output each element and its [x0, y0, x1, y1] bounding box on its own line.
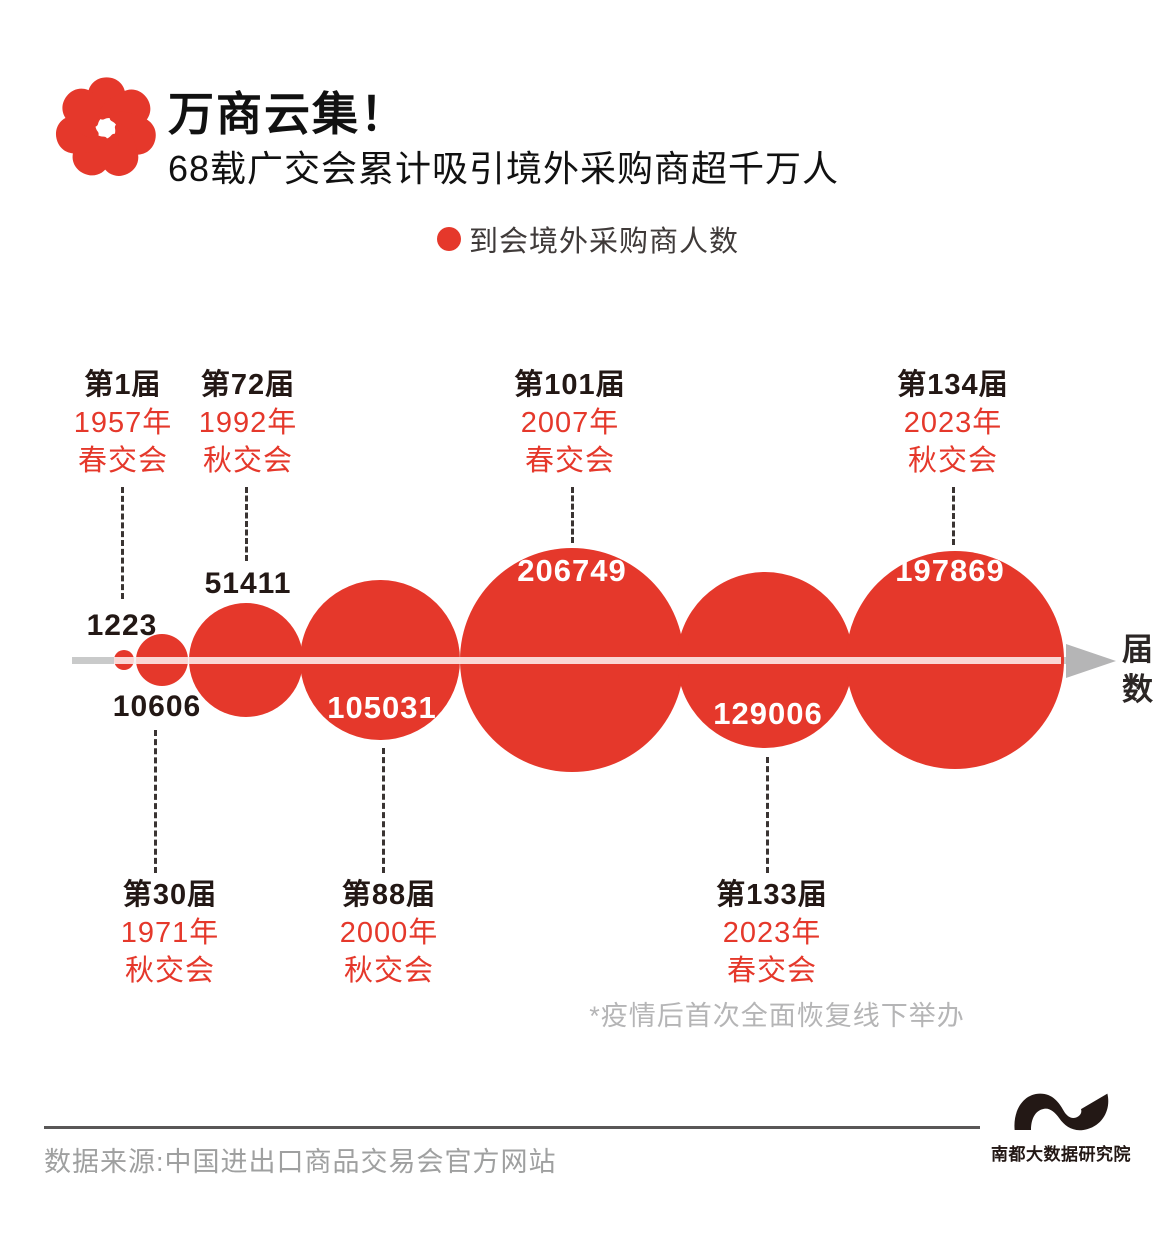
axis-caption-line2: 数: [1122, 672, 1153, 707]
axis-caption: 届 数: [1122, 630, 1153, 710]
session-133-season: 春交会: [726, 955, 818, 987]
dash-session-30: [154, 730, 157, 873]
dash-session-72: [245, 487, 248, 561]
legend: 到会境外采购商人数: [437, 218, 739, 260]
session-label-1: 第1届 1957年 春交会: [74, 366, 173, 480]
dash-session-133: [766, 757, 769, 873]
page-title: 万商云集！: [168, 88, 408, 140]
session-label-72: 第72届 1992年 秋交会: [199, 366, 298, 480]
session-88-name: 第88届: [341, 879, 437, 911]
data-source: 数据来源:中国进出口商品交易会官方网站: [44, 1147, 557, 1177]
dash-session-1: [121, 487, 124, 599]
session-label-101: 第101届 2007年 春交会: [514, 366, 625, 480]
value-label-206749: 206749: [517, 553, 627, 588]
value-label-10606: 10606: [112, 690, 202, 723]
axis-highlight-stripe: [114, 657, 1061, 664]
footer-divider: [44, 1126, 980, 1129]
session-label-133: 第133届 2023年 春交会: [716, 876, 827, 990]
legend-label: 到会境外采购商人数: [469, 226, 740, 258]
session-30-season: 秋交会: [124, 955, 216, 987]
session-133-name: 第133届: [716, 879, 828, 911]
brand-block: 南都大数据研究院: [986, 1086, 1136, 1165]
session-88-season: 秋交会: [343, 955, 435, 987]
canton-fair-flower-icon: [52, 77, 160, 183]
brand-name: 南都大数据研究院: [991, 1145, 1131, 1164]
session-72-name: 第72届: [200, 369, 296, 401]
session-134-name: 第134届: [897, 369, 1009, 401]
session-101-year: 2007年: [520, 407, 620, 439]
dash-session-88: [382, 748, 385, 873]
value-label-105031: 105031: [327, 690, 437, 725]
session-72-season: 秋交会: [202, 445, 294, 477]
session-1-name: 第1届: [84, 369, 162, 401]
session-30-name: 第30届: [122, 879, 218, 911]
session-133-year: 2023年: [722, 917, 822, 949]
value-label-1223: 1223: [86, 609, 158, 642]
axis-caption-line1: 届: [1122, 632, 1153, 667]
nandu-logo-icon: [1014, 1093, 1109, 1131]
dash-session-101: [571, 487, 574, 543]
session-1-year: 1957年: [73, 407, 173, 439]
page-subtitle: 68载广交会累计吸引境外采购商超千万人: [168, 148, 840, 189]
session-134-year: 2023年: [903, 407, 1003, 439]
session-label-30: 第30届 1971年 秋交会: [121, 876, 220, 990]
value-label-129006: 129006: [713, 696, 823, 731]
session-label-88: 第88届 2000年 秋交会: [340, 876, 439, 990]
axis-arrow-icon: [1066, 644, 1116, 678]
covid-note: *疫情后首次全面恢复线下举办: [589, 1001, 965, 1031]
value-label-197869: 197869: [895, 553, 1005, 588]
session-88-year: 2000年: [339, 917, 439, 949]
session-134-season: 秋交会: [907, 445, 999, 477]
session-1-season: 春交会: [77, 445, 169, 477]
session-label-134: 第134届 2023年 秋交会: [897, 366, 1008, 480]
session-101-season: 春交会: [524, 445, 616, 477]
legend-dot-icon: [437, 227, 461, 251]
dash-session-134: [952, 487, 955, 545]
session-72-year: 1992年: [198, 407, 298, 439]
session-101-name: 第101届: [514, 369, 626, 401]
value-label-51411: 51411: [204, 567, 292, 600]
session-30-year: 1971年: [120, 917, 220, 949]
